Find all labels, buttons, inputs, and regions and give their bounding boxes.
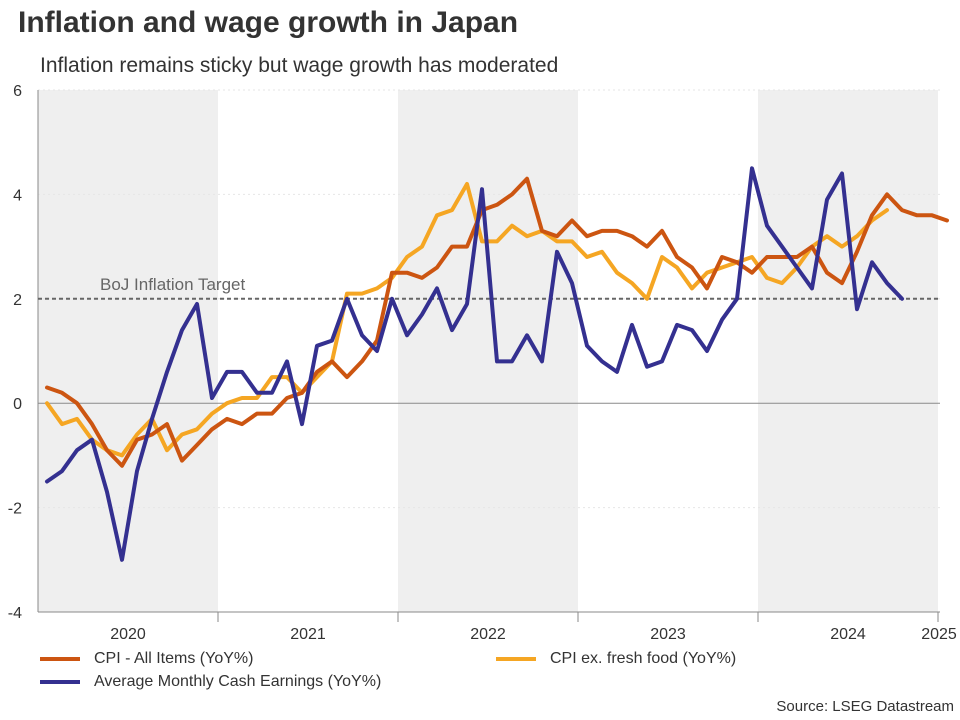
legend-swatch-cpi-all — [40, 657, 80, 661]
y-tick-label-neg2: -2 — [8, 501, 22, 518]
x-tick-label-2021: 2021 — [290, 626, 326, 643]
legend-swatch-cpi-core — [496, 657, 536, 661]
y-tick-label-2: 2 — [13, 292, 22, 309]
y-tick-label-4: 4 — [13, 187, 22, 204]
x-tick-label-2022: 2022 — [470, 626, 506, 643]
shaded-band-2024 — [758, 90, 938, 612]
x-tick-label-2025: 2025 — [921, 626, 957, 643]
y-tick-label-0: 0 — [13, 396, 22, 413]
y-tick-label-neg4: -4 — [8, 605, 22, 622]
legend-label-cpi-core: CPI ex. fresh food (YoY%) — [550, 650, 737, 667]
legend-item-cpi-core: CPI ex. fresh food (YoY%) — [496, 650, 736, 668]
x-tick-label-2020: 2020 — [110, 626, 146, 643]
wages-line — [45, 166, 904, 562]
chart-title: Inflation and wage growth in Japan — [18, 6, 519, 39]
y-tick-label-6: 6 — [13, 83, 22, 100]
legend-item-cpi-all: CPI - All Items (YoY%) — [40, 650, 253, 668]
legend-label-wages: Average Monthly Cash Earnings (YoY%) — [94, 673, 382, 690]
legend-item-wages: Average Monthly Cash Earnings (YoY%) — [40, 673, 381, 691]
legend-swatch-wages — [40, 680, 80, 684]
boj-target-label: BoJ Inflation Target — [100, 275, 245, 294]
cpi-all-line — [45, 176, 949, 468]
chart-subtitle: Inflation remains sticky but wage growth… — [40, 54, 559, 77]
legend-label-cpi-all: CPI - All Items (YoY%) — [94, 650, 254, 667]
x-tick-label-2024: 2024 — [830, 626, 866, 643]
source-note: Source: LSEG Datastream — [776, 698, 954, 715]
cpi-core-line — [45, 182, 889, 458]
x-tick-label-2023: 2023 — [650, 626, 686, 643]
shaded-band-2022 — [398, 90, 578, 612]
